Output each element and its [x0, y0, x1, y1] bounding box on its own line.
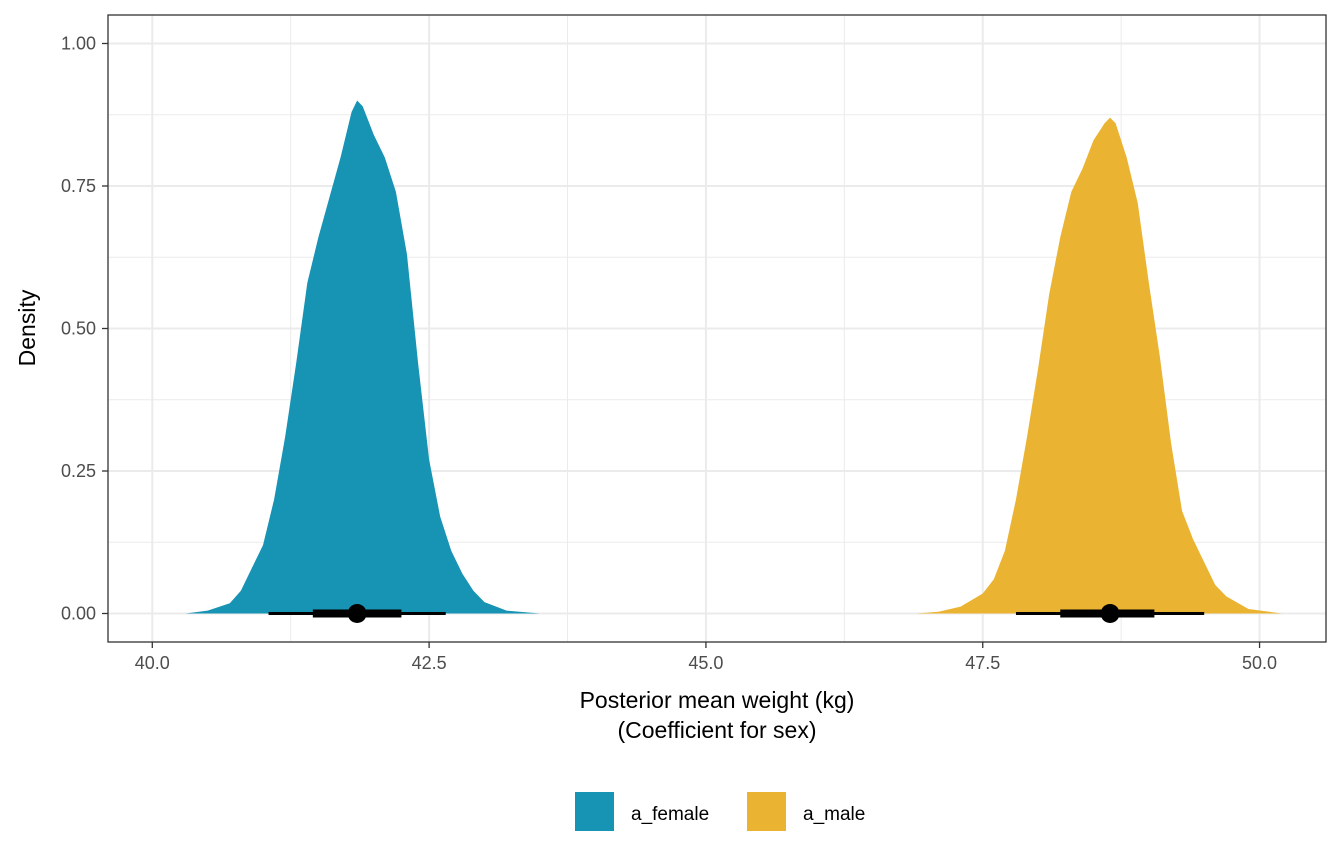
y-axis-title: Density — [14, 289, 40, 366]
density-area-a-female — [185, 100, 540, 614]
legend-label-a-female: a_female — [631, 804, 709, 825]
y-tick-label: 0.25 — [61, 461, 96, 481]
x-tick-label: 42.5 — [412, 653, 447, 673]
legend: a_female a_male — [575, 792, 865, 831]
legend-key-a-female — [575, 792, 614, 831]
y-tick-label: 0.00 — [61, 604, 96, 624]
point-estimate-a-female — [347, 604, 367, 623]
x-tick-label: 47.5 — [965, 653, 1000, 673]
x-axis-title-line2: (Coefficient for sex) — [618, 717, 817, 743]
y-tick-label: 1.00 — [61, 34, 96, 54]
x-tick-label: 40.0 — [135, 653, 170, 673]
x-tick-label: 50.0 — [1242, 653, 1277, 673]
density-area-a-male — [916, 117, 1282, 614]
axis-ticks — [102, 42, 1261, 648]
point-estimate-a-male — [1100, 604, 1120, 623]
x-axis-title-line1: Posterior mean weight (kg) — [580, 687, 855, 713]
y-tick-labels: 0.00 0.25 0.50 0.75 1.00 — [61, 34, 96, 624]
x-tick-label: 45.0 — [688, 653, 723, 673]
legend-label-a-male: a_male — [803, 804, 865, 825]
x-tick-labels: 40.0 42.5 45.0 47.5 50.0 — [135, 653, 1277, 673]
legend-key-a-male — [747, 792, 786, 831]
y-tick-label: 0.75 — [61, 176, 96, 196]
series-layer — [185, 100, 1282, 623]
y-tick-label: 0.50 — [61, 319, 96, 339]
